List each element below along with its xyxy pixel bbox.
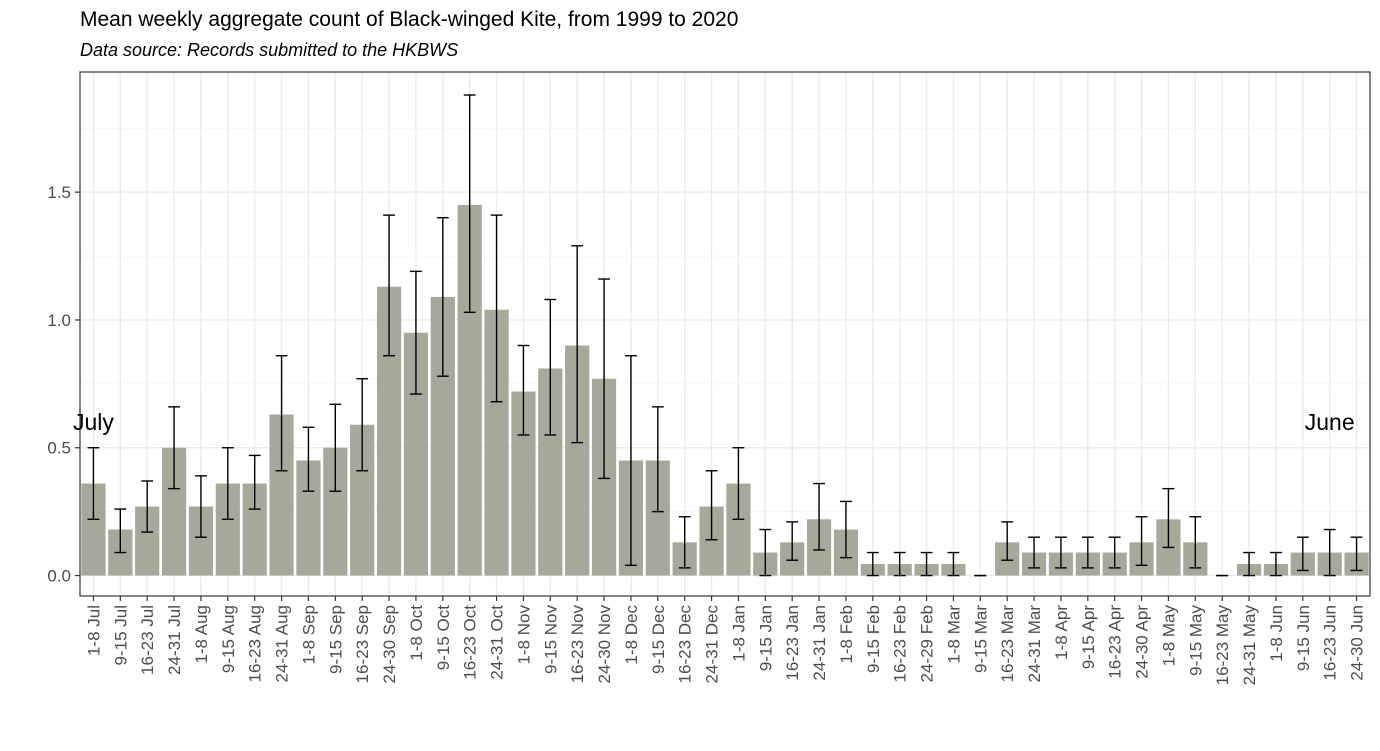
x-tick-label: 16-23 Apr	[1106, 605, 1125, 679]
x-tick-label: 24-30 Apr	[1133, 605, 1152, 679]
x-tick-label: 16-23 Nov	[568, 605, 587, 684]
x-tick-label: 16-23 May	[1213, 605, 1232, 686]
x-tick-label: 24-31 Mar	[1025, 605, 1044, 683]
x-tick-label: 1-8 Mar	[944, 605, 963, 664]
x-tick-label: 24-31 Oct	[488, 605, 507, 680]
x-tick-label: 1-8 Jul	[84, 605, 103, 656]
x-tick-label: 9-15 Dec	[649, 605, 668, 674]
x-tick-label: 24-29 Feb	[918, 605, 937, 683]
annotation-label: June	[1305, 409, 1355, 435]
x-axis: 1-8 Jul 9-15 Jul 16-23 Jul 24-31 Jul 1-8 Aug…	[84, 596, 1367, 686]
x-tick-label: 24-31 Dec	[703, 605, 722, 684]
y-axis: 0.0 0.5 1.0 1.5	[47, 183, 80, 586]
x-tick-label: 9-15 Jan	[756, 605, 775, 671]
x-tick-label: 24-31 May	[1240, 605, 1259, 686]
annotations: July June	[73, 409, 1355, 435]
x-tick-label: 1-8 Aug	[192, 605, 211, 664]
y-tick-label: 0.5	[47, 439, 71, 458]
x-tick-label: 1-8 Jun	[1267, 605, 1286, 662]
x-tick-label: 1-8 Jan	[729, 605, 748, 662]
y-tick-label: 1.5	[47, 183, 71, 202]
x-tick-label: 9-15 Jun	[1294, 605, 1313, 671]
x-tick-label: 1-8 Apr	[1052, 605, 1071, 660]
x-tick-label: 24-30 Jun	[1348, 605, 1367, 681]
x-tick-label: 9-15 Sep	[326, 605, 345, 674]
x-tick-label: 9-15 Aug	[219, 605, 238, 673]
chart-title: Mean weekly aggregate count of Black-win…	[80, 8, 739, 31]
x-tick-label: 1-8 Feb	[837, 605, 856, 664]
x-tick-label: 9-15 Apr	[1079, 605, 1098, 670]
x-tick-label: 24-31 Jan	[810, 605, 829, 681]
plot-panel	[80, 72, 1370, 596]
grid-lines	[80, 72, 1370, 596]
x-tick-label: 16-23 Jul	[138, 605, 157, 675]
x-tick-label: 24-31 Jul	[165, 605, 184, 675]
x-tick-label: 9-15 Mar	[971, 605, 990, 673]
x-tick-label: 1-8 Dec	[622, 605, 641, 665]
x-tick-label: 16-23 Jan	[783, 605, 802, 681]
x-tick-label: 1-8 May	[1159, 605, 1178, 667]
x-tick-label: 16-23 Jun	[1321, 605, 1340, 681]
error-bars	[87, 94, 1363, 577]
x-tick-label: 16-23 Mar	[998, 605, 1017, 683]
x-tick-label: 9-15 May	[1186, 605, 1205, 676]
x-tick-label: 16-23 Sep	[353, 605, 372, 683]
x-tick-label: 9-15 Oct	[434, 605, 453, 670]
chart-subtitle: Data source: Records submitted to the HK…	[80, 40, 459, 60]
x-tick-label: 24-30 Nov	[595, 605, 614, 684]
y-tick-label: 0.0	[47, 567, 71, 586]
x-tick-label: 1-8 Sep	[299, 605, 318, 665]
x-tick-label: 9-15 Jul	[111, 605, 130, 665]
plot-border	[79, 71, 1371, 597]
x-tick-label: 16-23 Dec	[676, 605, 695, 684]
x-tick-label: 24-30 Sep	[380, 605, 399, 683]
x-tick-label: 1-8 Nov	[514, 605, 533, 665]
x-tick-label: 16-23 Feb	[891, 605, 910, 683]
x-tick-label: 16-23 Oct	[461, 605, 480, 680]
x-tick-label: 9-15 Feb	[864, 605, 883, 673]
y-tick-label: 1.0	[47, 311, 71, 330]
x-tick-label: 1-8 Oct	[407, 605, 426, 661]
annotation-label: July	[73, 409, 114, 435]
x-tick-label: 16-23 Aug	[246, 605, 265, 683]
x-tick-label: 9-15 Nov	[541, 605, 560, 674]
x-tick-label: 24-31 Aug	[273, 605, 292, 683]
